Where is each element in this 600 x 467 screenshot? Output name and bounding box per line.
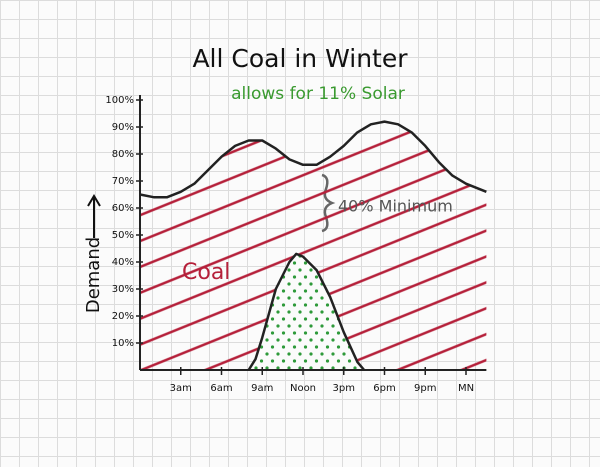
x-tick-label: 9pm — [414, 383, 436, 394]
x-tick-label: 3am — [170, 383, 192, 394]
y-tick-label: 50% — [112, 230, 134, 241]
y-tick-label: 90% — [112, 122, 134, 133]
y-tick-label: 40% — [112, 257, 134, 268]
y-tick-label: 80% — [112, 149, 134, 160]
chart-subtitle: allows for 11% Solar — [231, 84, 405, 104]
y-tick-label: 10% — [112, 338, 134, 349]
annotation: Coal — [182, 260, 230, 285]
annotation: 40% Minimum — [338, 197, 453, 216]
y-tick-label: 20% — [112, 311, 134, 322]
x-tick-label: Noon — [290, 383, 316, 394]
y-axis-label: Demand — [83, 237, 104, 313]
y-tick-label: 100% — [105, 95, 134, 106]
x-tick-label: 9am — [251, 383, 273, 394]
x-tick-label: 3pm — [333, 383, 355, 394]
solar-area — [248, 253, 365, 370]
x-tick-label: 6am — [210, 383, 232, 394]
demand-line — [139, 120, 487, 199]
x-tick-label: 6pm — [373, 383, 395, 394]
y-tick-label: 70% — [112, 176, 134, 187]
chart-title: All Coal in Winter — [192, 44, 408, 73]
axis-arrow — [87, 194, 101, 238]
solar-line — [247, 252, 366, 371]
y-tick-label: 60% — [112, 203, 134, 214]
demand-area — [140, 121, 487, 370]
x-tick-label: MN — [458, 383, 474, 394]
y-tick-label: 30% — [112, 284, 134, 295]
